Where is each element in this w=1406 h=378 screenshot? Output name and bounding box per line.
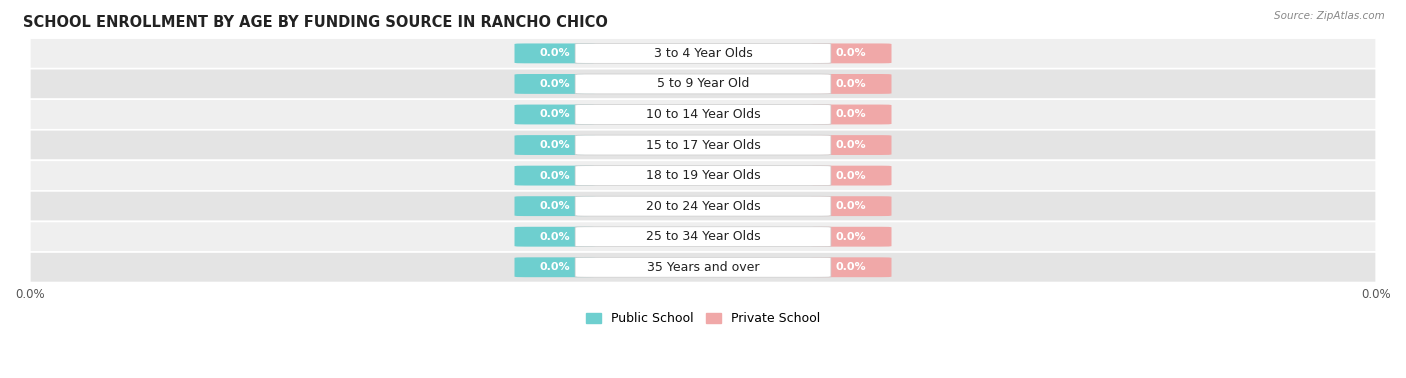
FancyBboxPatch shape [515,43,595,64]
Text: 0.0%: 0.0% [835,110,866,119]
FancyBboxPatch shape [515,135,595,155]
FancyBboxPatch shape [575,257,831,277]
Text: 0.0%: 0.0% [835,170,866,181]
Text: 20 to 24 Year Olds: 20 to 24 Year Olds [645,200,761,213]
Text: 0.0%: 0.0% [835,48,866,58]
FancyBboxPatch shape [30,222,1376,252]
Text: 0.0%: 0.0% [540,232,571,242]
FancyBboxPatch shape [30,130,1376,160]
Text: 0.0%: 0.0% [540,48,571,58]
FancyBboxPatch shape [515,257,595,277]
FancyBboxPatch shape [30,191,1376,222]
FancyBboxPatch shape [811,227,891,246]
Text: 25 to 34 Year Olds: 25 to 34 Year Olds [645,230,761,243]
Text: 0.0%: 0.0% [540,79,571,89]
FancyBboxPatch shape [515,227,595,246]
FancyBboxPatch shape [30,160,1376,191]
Text: 0.0%: 0.0% [835,232,866,242]
FancyBboxPatch shape [575,227,831,246]
FancyBboxPatch shape [515,196,595,216]
Text: 0.0%: 0.0% [540,110,571,119]
Text: SCHOOL ENROLLMENT BY AGE BY FUNDING SOURCE IN RANCHO CHICO: SCHOOL ENROLLMENT BY AGE BY FUNDING SOUR… [22,15,607,30]
FancyBboxPatch shape [515,105,595,124]
Text: 0.0%: 0.0% [540,170,571,181]
Legend: Public School, Private School: Public School, Private School [581,307,825,330]
Text: 0.0%: 0.0% [540,140,571,150]
Text: 5 to 9 Year Old: 5 to 9 Year Old [657,77,749,90]
Text: 0.0%: 0.0% [540,262,571,272]
FancyBboxPatch shape [575,135,831,155]
FancyBboxPatch shape [30,252,1376,282]
FancyBboxPatch shape [811,257,891,277]
Text: 0.0%: 0.0% [835,201,866,211]
Text: 0.0%: 0.0% [835,79,866,89]
FancyBboxPatch shape [811,74,891,94]
Text: 0.0%: 0.0% [835,140,866,150]
FancyBboxPatch shape [30,69,1376,99]
FancyBboxPatch shape [515,74,595,94]
FancyBboxPatch shape [575,105,831,124]
FancyBboxPatch shape [575,196,831,216]
Text: 3 to 4 Year Olds: 3 to 4 Year Olds [654,47,752,60]
FancyBboxPatch shape [515,166,595,186]
Text: 10 to 14 Year Olds: 10 to 14 Year Olds [645,108,761,121]
FancyBboxPatch shape [30,99,1376,130]
FancyBboxPatch shape [811,196,891,216]
Text: 35 Years and over: 35 Years and over [647,261,759,274]
Text: Source: ZipAtlas.com: Source: ZipAtlas.com [1274,11,1385,21]
FancyBboxPatch shape [811,105,891,124]
FancyBboxPatch shape [811,166,891,186]
FancyBboxPatch shape [30,38,1376,69]
FancyBboxPatch shape [811,135,891,155]
FancyBboxPatch shape [811,43,891,64]
Text: 0.0%: 0.0% [540,201,571,211]
Text: 18 to 19 Year Olds: 18 to 19 Year Olds [645,169,761,182]
Text: 15 to 17 Year Olds: 15 to 17 Year Olds [645,139,761,152]
FancyBboxPatch shape [575,74,831,94]
FancyBboxPatch shape [575,166,831,186]
FancyBboxPatch shape [575,43,831,64]
Text: 0.0%: 0.0% [835,262,866,272]
